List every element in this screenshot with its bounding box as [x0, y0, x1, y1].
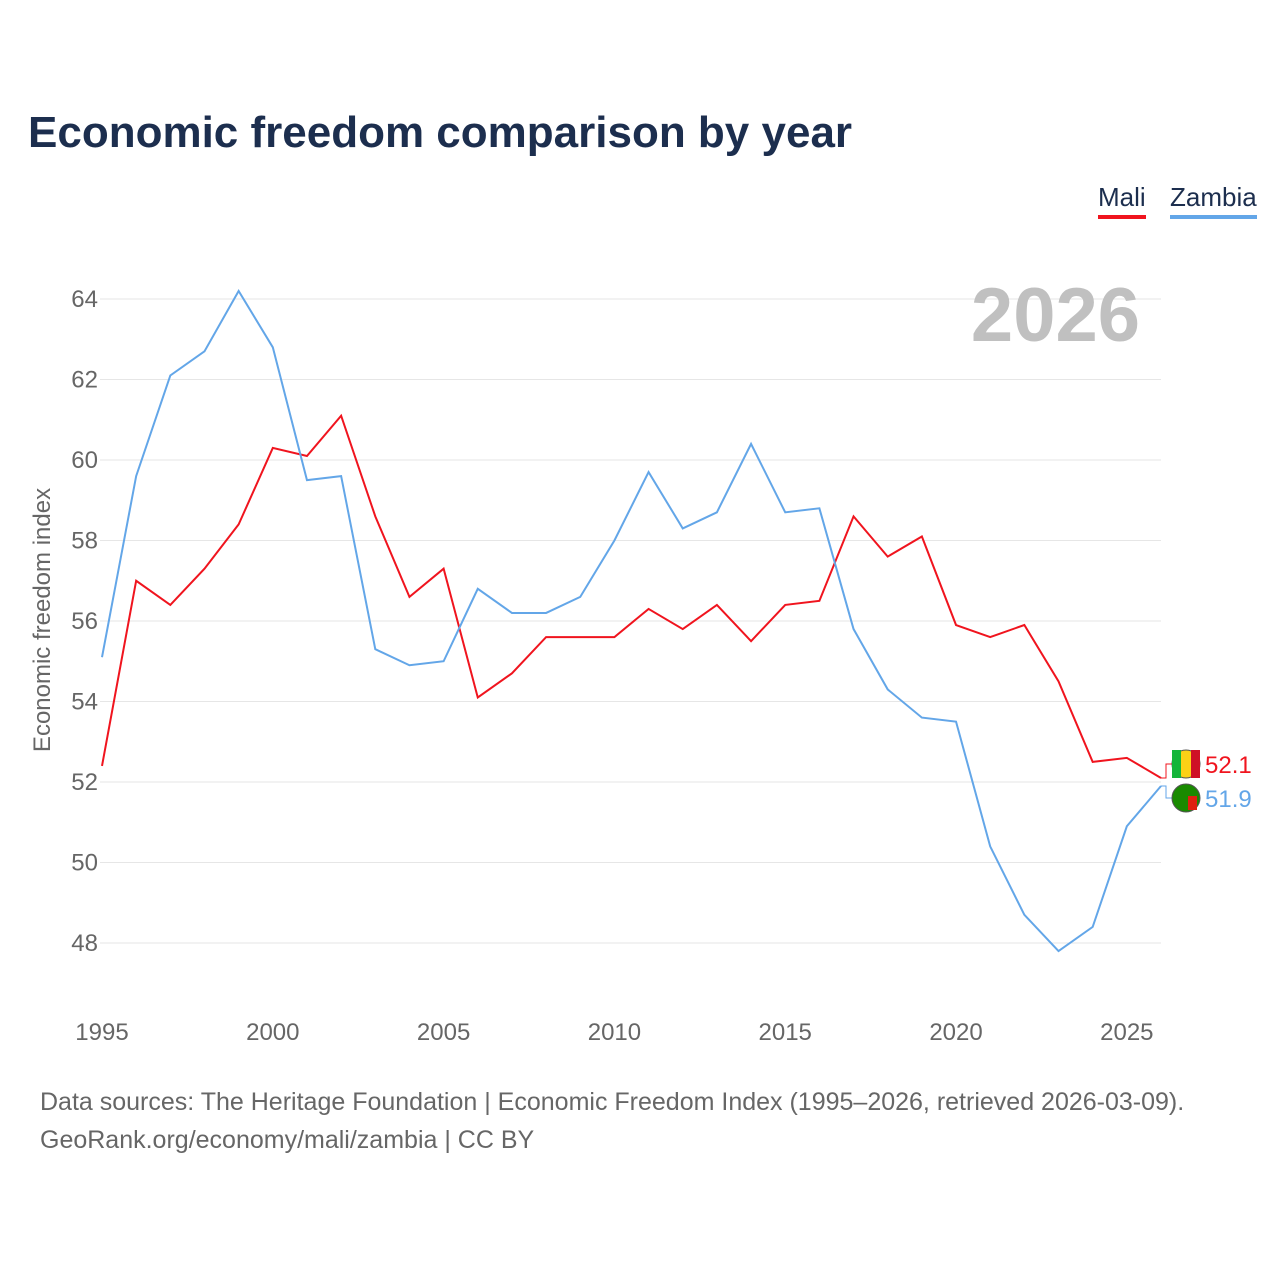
footer-link[interactable]: GeoRank.org/economy/mali/zambia | CC BY	[40, 1126, 535, 1154]
x-tick-label: 2000	[246, 1019, 299, 1046]
end-connector	[1161, 763, 1172, 779]
flag-stripe	[1191, 750, 1200, 778]
y-tick-label: 54	[71, 689, 98, 716]
end-connector	[1161, 785, 1172, 799]
series-line-mali[interactable]	[101, 413, 1162, 779]
x-tick-label: 2015	[759, 1019, 812, 1046]
y-tick-label: 52	[71, 769, 98, 796]
series-line-zambia[interactable]	[101, 288, 1162, 953]
end-value-label: 51.9	[1205, 786, 1252, 813]
y-tick-label: 60	[71, 447, 98, 474]
y-tick-label: 64	[71, 286, 98, 313]
y-tick-label: 56	[71, 608, 98, 635]
legend-item-mali[interactable]: Mali	[1098, 182, 1146, 219]
flag-stripe	[1188, 796, 1197, 810]
y-tick-label: 58	[71, 528, 98, 555]
x-tick-label: 2010	[588, 1019, 641, 1046]
legend-item-zambia[interactable]: Zambia	[1170, 182, 1257, 219]
y-tick-label: 48	[71, 930, 98, 957]
chart-title: Economic freedom comparison by year	[28, 108, 853, 157]
y-axis-label: Economic freedom index	[29, 488, 56, 752]
y-tick-label: 62	[71, 367, 98, 394]
x-tick-label: 1995	[75, 1019, 128, 1046]
flag-stripe	[1172, 750, 1181, 778]
x-tick-label: 2025	[1100, 1019, 1153, 1046]
footer-sources: Data sources: The Heritage Foundation | …	[40, 1088, 1185, 1116]
y-tick-label: 50	[71, 850, 98, 877]
x-tick-label: 2005	[417, 1019, 470, 1046]
year-watermark: 2026	[971, 273, 1140, 358]
x-tick-label: 2020	[929, 1019, 982, 1046]
end-value-label: 52.1	[1205, 752, 1252, 779]
